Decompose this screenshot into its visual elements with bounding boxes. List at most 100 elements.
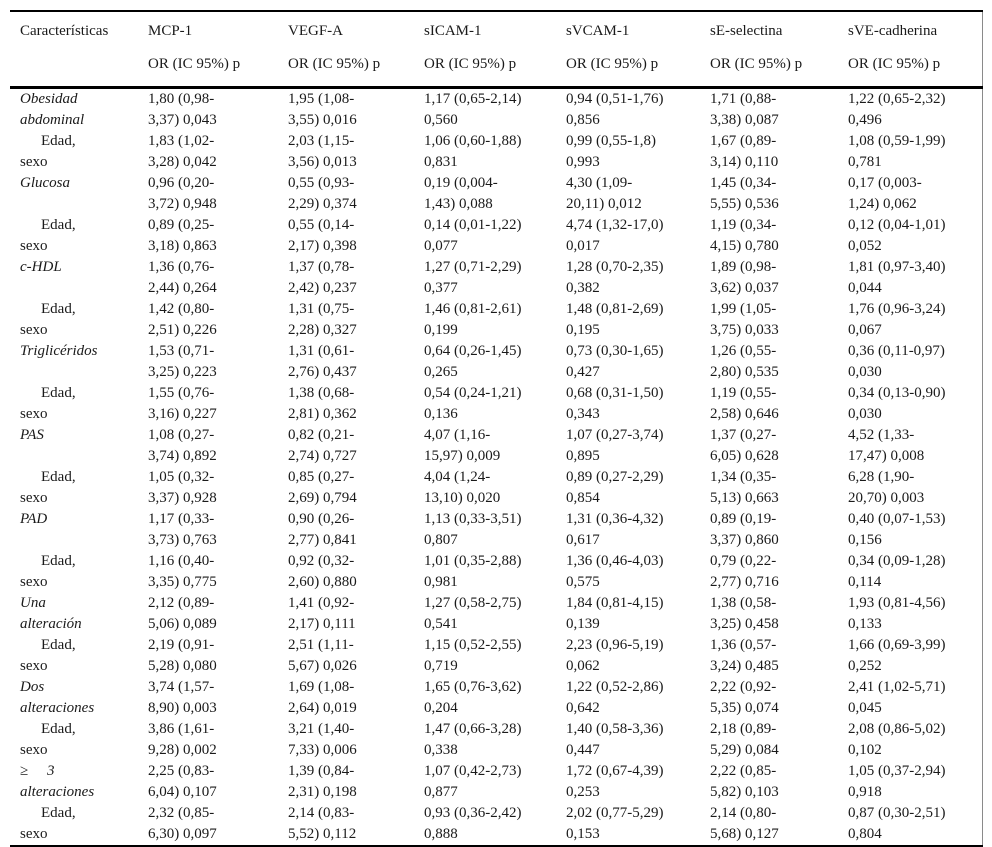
cell-value-line2: 2,80) 0,535 bbox=[710, 364, 779, 380]
table-cell: 1,38 (0,68- 2,81) 0,362 bbox=[288, 383, 424, 425]
table-cell: 1,38 (0,58- 3,25) 0,458 bbox=[710, 593, 848, 635]
row-label-line2 bbox=[20, 362, 148, 383]
table-cell: 1,31 (0,61- 2,76) 0,437 bbox=[288, 341, 424, 383]
cell-value-line2: 15,97) 0,009 bbox=[424, 448, 501, 464]
table-cell: 0,93 (0,36-2,42) 0,888 bbox=[424, 803, 566, 846]
cell-value-line2: 2,42) 0,237 bbox=[288, 280, 357, 296]
header-row: Características MCP-1 OR (IC 95%) p VEGF… bbox=[10, 11, 982, 89]
cell-value-line2: 0,807 bbox=[424, 532, 458, 548]
cell-value-line1: 1,93 (0,81-4,56) bbox=[848, 595, 946, 611]
cell-value-line1: 2,03 (1,15- bbox=[288, 133, 355, 149]
table-cell: 1,83 (1,02- 3,28) 0,042 bbox=[148, 131, 288, 173]
table-cell: 1,39 (0,84- 2,31) 0,198 bbox=[288, 761, 424, 803]
row-label-cell: ≥ 3 alteraciones bbox=[10, 761, 148, 803]
cell-value-line2: 6,30) 0,097 bbox=[148, 826, 217, 842]
table-cell: 1,37 (0,78- 2,42) 0,237 bbox=[288, 257, 424, 299]
table-cell: 4,04 (1,24- 13,10) 0,020 bbox=[424, 467, 566, 509]
cell-value-line1: 0,55 (0,93- bbox=[288, 175, 355, 191]
cell-value-line2: 6,04) 0,107 bbox=[148, 784, 217, 800]
table-cell: 6,28 (1,90- 20,70) 0,003 bbox=[848, 467, 982, 509]
table-cell: 0,89 (0,19- 3,37) 0,860 bbox=[710, 509, 848, 551]
cell-value-line1: 1,40 (0,58-3,36) bbox=[566, 721, 664, 737]
row-label-line2 bbox=[20, 278, 148, 299]
cell-value-line1: 4,07 (1,16- bbox=[424, 427, 491, 443]
table-cell: 0,12 (0,04-1,01) 0,052 bbox=[848, 215, 982, 257]
cell-value-line2: 3,35) 0,775 bbox=[148, 574, 217, 590]
table-cell: 1,13 (0,33-3,51) 0,807 bbox=[424, 509, 566, 551]
row-label-line2: sexo bbox=[20, 826, 48, 842]
table-row: Edad, sexo 1,55 (0,76- 3,16) 0,227 1,38 (0,6… bbox=[10, 383, 982, 425]
cell-value-line2: 3,18) 0,863 bbox=[148, 238, 217, 254]
row-label-line2: sexo bbox=[20, 238, 48, 254]
column-subheader: OR (IC 95%) p bbox=[288, 56, 381, 72]
table-row: Edad, sexo 1,42 (0,80- 2,51) 0,226 1,31 (0,7… bbox=[10, 299, 982, 341]
column-header-sve-cadherina: sVE-cadherina OR (IC 95%) p bbox=[848, 11, 982, 89]
cell-value-line2: 3,74) 0,892 bbox=[148, 448, 217, 464]
cell-value-line2: 2,76) 0,437 bbox=[288, 364, 357, 380]
table-cell: 1,45 (0,34- 5,55) 0,536 bbox=[710, 173, 848, 215]
cell-value-line1: 0,68 (0,31-1,50) bbox=[566, 385, 664, 401]
table-cell: 4,07 (1,16- 15,97) 0,009 bbox=[424, 425, 566, 467]
table-cell: 2,18 (0,89- 5,29) 0,084 bbox=[710, 719, 848, 761]
table-row: Una alteración 2,12 (0,89- 5,06) 0,089 1,41 … bbox=[10, 593, 982, 635]
column-subheader: OR (IC 95%) p bbox=[424, 56, 517, 72]
row-label-line2: abdominal bbox=[20, 112, 85, 128]
cell-value-line1: 1,17 (0,65-2,14) bbox=[424, 91, 522, 107]
cell-value-line1: 1,31 (0,75- bbox=[288, 301, 355, 317]
cell-value-line1: 0,73 (0,30-1,65) bbox=[566, 343, 664, 359]
cell-value-line1: 1,27 (0,58-2,75) bbox=[424, 595, 522, 611]
row-label-line1: Glucosa bbox=[20, 175, 70, 191]
row-label-line1: Una bbox=[20, 595, 46, 611]
cell-value-line2: 0,102 bbox=[848, 742, 882, 758]
row-label-cell: Una alteración bbox=[10, 593, 148, 635]
cell-value-line1: 3,86 (1,61- bbox=[148, 721, 215, 737]
table-cell: 1,08 (0,59-1,99) 0,781 bbox=[848, 131, 982, 173]
table-row: Edad, sexo 1,83 (1,02- 3,28) 0,042 2,03 (1,1… bbox=[10, 131, 982, 173]
table-cell: 1,16 (0,40- 3,35) 0,775 bbox=[148, 551, 288, 593]
table-cell: 1,07 (0,27-3,74) 0,895 bbox=[566, 425, 710, 467]
table-cell: 1,46 (0,81-2,61) 0,199 bbox=[424, 299, 566, 341]
cell-value-line1: 1,69 (1,08- bbox=[288, 679, 355, 695]
cell-value-line1: 0,89 (0,19- bbox=[710, 511, 777, 527]
table-cell: 3,86 (1,61- 9,28) 0,002 bbox=[148, 719, 288, 761]
cell-value-line1: 0,87 (0,30-2,51) bbox=[848, 805, 946, 821]
cell-value-line1: 1,55 (0,76- bbox=[148, 385, 215, 401]
cell-value-line1: 1,76 (0,96-3,24) bbox=[848, 301, 946, 317]
cell-value-line1: 1,01 (0,35-2,88) bbox=[424, 553, 522, 569]
cell-value-line1: 2,22 (0,92- bbox=[710, 679, 777, 695]
cell-value-line2: 0,343 bbox=[566, 406, 600, 422]
row-label-cell: Glucosa bbox=[10, 173, 148, 215]
cell-value-line1: 1,15 (0,52-2,55) bbox=[424, 637, 522, 653]
row-label-cell: c-HDL bbox=[10, 257, 148, 299]
table-cell: 1,71 (0,88- 3,38) 0,087 bbox=[710, 88, 848, 132]
cell-value-line1: 0,40 (0,07-1,53) bbox=[848, 511, 946, 527]
table-cell: 1,19 (0,34- 4,15) 0,780 bbox=[710, 215, 848, 257]
table-cell: 1,22 (0,52-2,86) 0,642 bbox=[566, 677, 710, 719]
cell-value-line1: 1,22 (0,65-2,32) bbox=[848, 91, 946, 107]
cell-value-line1: 0,85 (0,27- bbox=[288, 469, 355, 485]
cell-value-line1: 0,34 (0,13-0,90) bbox=[848, 385, 946, 401]
cell-value-line1: 1,81 (0,97-3,40) bbox=[848, 259, 946, 275]
cell-value-line1: 1,38 (0,68- bbox=[288, 385, 355, 401]
row-label-cell: Edad, sexo bbox=[10, 635, 148, 677]
cell-value-line2: 3,24) 0,485 bbox=[710, 658, 779, 674]
table-cell: 0,34 (0,13-0,90) 0,030 bbox=[848, 383, 982, 425]
cell-value-line1: 2,51 (1,11- bbox=[288, 637, 354, 653]
cell-value-line1: 1,37 (0,78- bbox=[288, 259, 355, 275]
cell-value-line2: 6,05) 0,628 bbox=[710, 448, 779, 464]
row-label-line1: Edad, bbox=[41, 805, 76, 821]
cell-value-line1: 2,32 (0,85- bbox=[148, 805, 215, 821]
table-cell: 0,17 (0,003- 1,24) 0,062 bbox=[848, 173, 982, 215]
table-cell: 3,21 (1,40- 7,33) 0,006 bbox=[288, 719, 424, 761]
cell-value-line1: 1,05 (0,37-2,94) bbox=[848, 763, 946, 779]
cell-value-line2: 5,28) 0,080 bbox=[148, 658, 217, 674]
table-cell: 1,55 (0,76- 3,16) 0,227 bbox=[148, 383, 288, 425]
cell-value-line1: 2,22 (0,85- bbox=[710, 763, 777, 779]
cell-value-line2: 0,252 bbox=[848, 658, 882, 674]
cell-value-line1: 3,74 (1,57- bbox=[148, 679, 215, 695]
cell-value-line2: 5,67) 0,026 bbox=[288, 658, 357, 674]
cell-value-line2: 0,204 bbox=[424, 700, 458, 716]
cell-value-line1: 2,41 (1,02-5,71) bbox=[848, 679, 946, 695]
cell-value-line2: 0,541 bbox=[424, 616, 458, 632]
column-header-label: sICAM-1 bbox=[424, 23, 482, 39]
